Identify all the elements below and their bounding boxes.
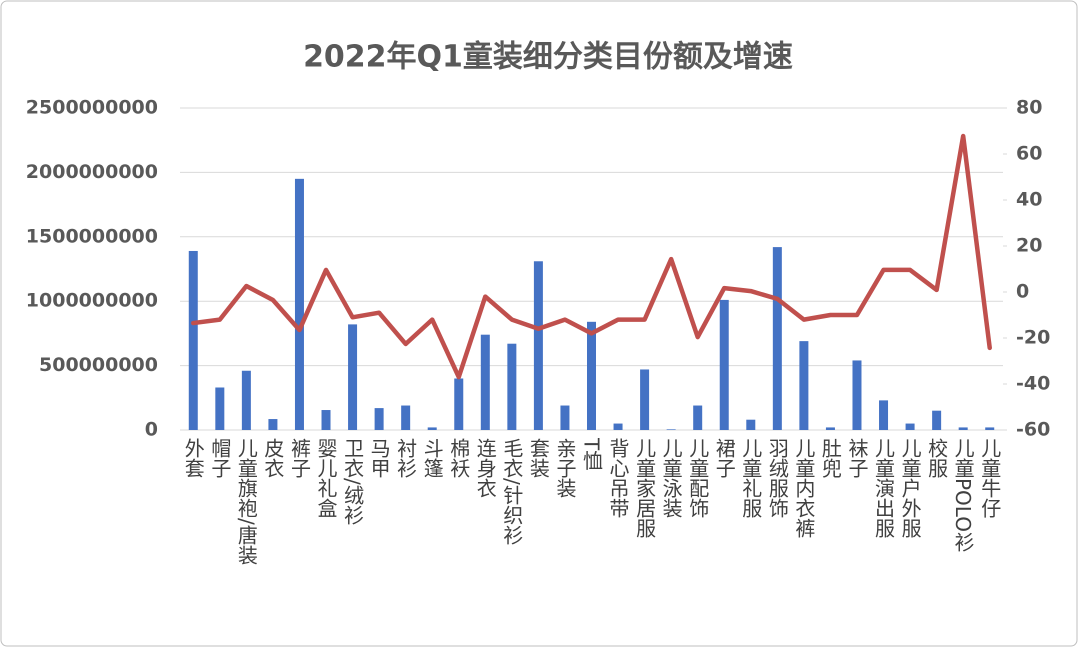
bar	[454, 378, 464, 430]
bar	[268, 419, 278, 430]
x-tick-label: 儿童演出服	[872, 438, 896, 538]
bar	[719, 299, 729, 430]
y2-tick-label: -20	[1016, 327, 1050, 349]
y-tick-label: 1500000000	[26, 225, 158, 247]
x-tick-label: 儿童内衣裤	[792, 438, 816, 538]
y-tick-label: 2500000000	[26, 97, 158, 119]
bar	[852, 360, 862, 430]
chart-title: 2022年Q1童装细分类目份额及增速	[303, 40, 793, 75]
x-tick-label: 儿童POLO衫	[951, 438, 975, 552]
x-tick-label: 儿童礼服	[739, 438, 763, 518]
bar	[294, 178, 304, 430]
x-tick-label: T恤	[580, 437, 604, 470]
x-tick-label: 连身衣	[473, 438, 497, 498]
x-tick-label: 儿童泳装	[659, 438, 683, 518]
bar	[640, 369, 650, 430]
y2-tick-label: 0	[1016, 281, 1029, 303]
bar	[905, 423, 915, 430]
bar	[958, 427, 968, 430]
bar	[480, 334, 490, 430]
x-tick-label: 背心吊带	[606, 438, 630, 518]
x-tick-label: 肚兜	[818, 438, 842, 478]
x-tick-label: 套装	[526, 438, 550, 478]
x-tick-label: 儿童配饰	[686, 438, 710, 518]
bar	[321, 410, 331, 430]
x-tick-label: 皮衣	[261, 438, 285, 478]
x-tick-label: 马甲	[367, 438, 391, 478]
x-tick-label: 裙子	[712, 438, 736, 478]
x-tick-label: 羽绒服饰	[765, 438, 789, 518]
bar	[932, 410, 942, 430]
bar	[401, 405, 411, 430]
x-tick-label: 婴儿礼盒	[314, 438, 338, 518]
bar	[533, 261, 543, 430]
x-tick-label: 棉袄	[447, 438, 471, 478]
bar	[427, 427, 437, 430]
bar	[879, 400, 889, 430]
x-tick-label: 裤子	[287, 438, 311, 478]
x-tick-label: 卫衣/绒衫	[341, 438, 365, 525]
bar	[666, 429, 676, 430]
y-tick-label: 500000000	[39, 354, 158, 376]
y-tick-label: 2000000000	[26, 161, 158, 183]
x-tick-label: 亲子装	[553, 438, 577, 498]
x-tick-label: 斗篷	[420, 438, 444, 478]
bar	[507, 343, 517, 430]
x-tick-label: 儿童旗袍/唐装	[234, 438, 258, 565]
x-tick-label: 袜子	[845, 438, 869, 478]
bar	[825, 427, 835, 430]
bar	[985, 427, 995, 430]
bar	[772, 247, 782, 430]
y-tick-label: 1000000000	[26, 290, 158, 312]
bar	[560, 405, 570, 430]
x-tick-label: 儿童户外服	[898, 438, 922, 538]
bar	[215, 387, 225, 430]
x-tick-label: 衬衫	[394, 438, 418, 478]
y2-tick-label: -60	[1016, 419, 1050, 441]
bar	[374, 408, 384, 430]
y2-tick-label: 80	[1016, 97, 1042, 119]
bar	[799, 341, 809, 430]
x-tick-label: 毛衣/针织衫	[500, 438, 524, 545]
bar	[746, 419, 756, 430]
line	[191, 133, 992, 380]
bar	[693, 405, 703, 430]
y2-tick-label: -40	[1016, 373, 1050, 395]
y-tick-label: 0	[145, 419, 158, 441]
x-tick-label: 儿童牛仔	[978, 438, 1002, 518]
x-tick-label: 帽子	[208, 438, 232, 478]
y2-tick-label: 20	[1016, 235, 1042, 257]
y2-tick-label: 60	[1016, 143, 1042, 165]
x-tick-label: 校服	[925, 438, 949, 478]
bar	[188, 250, 198, 430]
bar	[613, 423, 623, 430]
x-tick-label: 外套	[181, 438, 205, 478]
bar	[241, 370, 251, 430]
y2-tick-label: 40	[1016, 189, 1042, 211]
x-tick-label: 儿童家居服	[633, 438, 657, 538]
bar	[587, 321, 596, 430]
bar	[348, 324, 358, 430]
